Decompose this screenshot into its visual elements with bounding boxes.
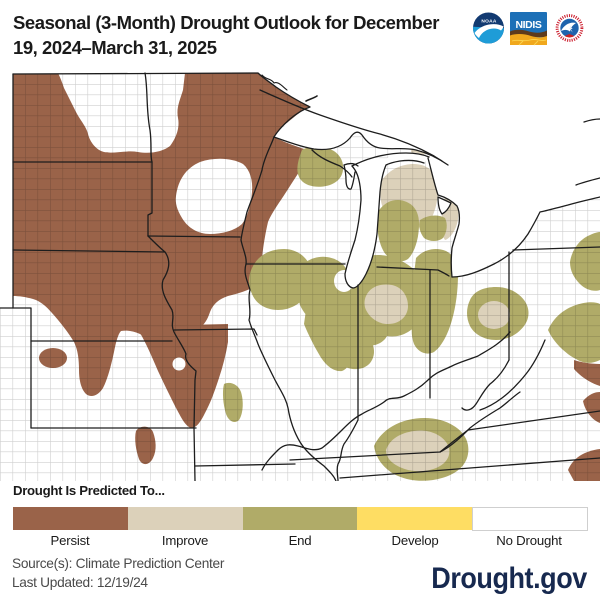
svg-text:NOAA: NOAA: [481, 19, 497, 25]
svg-text:NIDIS: NIDIS: [515, 19, 541, 31]
